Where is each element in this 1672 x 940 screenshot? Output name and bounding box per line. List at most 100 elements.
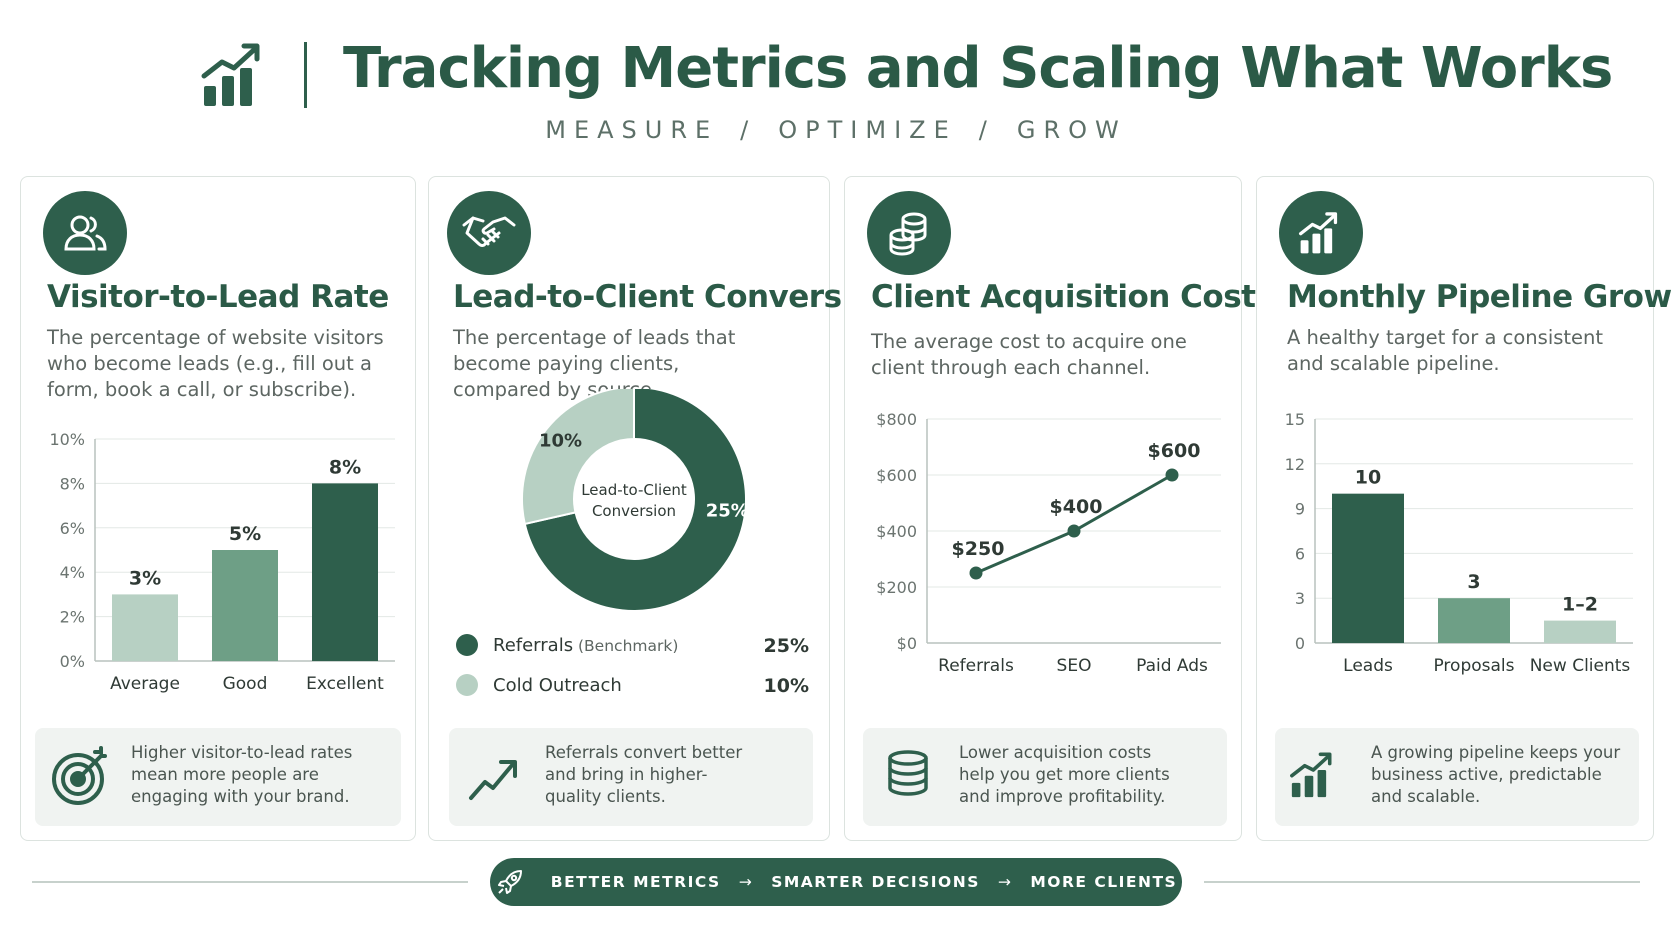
slice-label: 10% bbox=[539, 430, 582, 451]
card-pipeline-growth: Monthly Pipeline Growth A healthy target… bbox=[1256, 176, 1672, 841]
data-label: 8% bbox=[329, 456, 361, 478]
rocket-icon bbox=[497, 870, 522, 894]
title-divider bbox=[304, 42, 307, 108]
y-tick-label: 0% bbox=[60, 652, 85, 671]
y-tick-label: 8% bbox=[60, 474, 85, 493]
trend-up-icon bbox=[469, 760, 517, 800]
legend-swatch bbox=[456, 674, 478, 696]
data-point bbox=[1165, 468, 1179, 482]
coins-stack-icon bbox=[888, 750, 928, 796]
card-icon-circle bbox=[1279, 191, 1363, 275]
footer-step-decisions: SMARTER DECISIONS bbox=[771, 873, 980, 891]
handshake-icon bbox=[462, 216, 516, 247]
series-line bbox=[975, 473, 1173, 575]
y-tick-label: 3 bbox=[1295, 589, 1305, 608]
y-tick-label: 12 bbox=[1285, 455, 1305, 474]
bar bbox=[1544, 620, 1616, 643]
card-icon-circle bbox=[43, 191, 127, 275]
data-label: $600 bbox=[1148, 440, 1201, 462]
card-title: Monthly Pipeline Growth bbox=[1287, 279, 1672, 315]
x-tick-label: Paid Ads bbox=[1136, 656, 1208, 676]
card-title: Visitor-to-Lead Rate bbox=[47, 279, 389, 315]
data-label: 3% bbox=[129, 567, 161, 589]
data-point bbox=[1067, 524, 1081, 538]
x-tick-label: Excellent bbox=[306, 674, 384, 694]
y-tick-label: $400 bbox=[876, 522, 917, 541]
footer-arrow: → bbox=[738, 873, 754, 891]
tagline-grow: GROW bbox=[1016, 116, 1127, 144]
x-tick-label: SEO bbox=[1057, 656, 1092, 676]
data-label: $250 bbox=[952, 538, 1005, 560]
chart-acquisition-cost-line: $0 $200 $400 $600 $800 Referrals SEO Paid Ads $2… bbox=[876, 410, 1221, 676]
data-label: $400 bbox=[1050, 496, 1103, 518]
callout-box: Higher visitor-to-lead rates mean more p… bbox=[35, 728, 401, 826]
data-label: 1–2 bbox=[1562, 594, 1598, 616]
bar bbox=[212, 550, 278, 661]
users-icon bbox=[64, 215, 107, 251]
callout-box: A growing pipeline keeps your business a… bbox=[1275, 728, 1639, 826]
data-label: 5% bbox=[229, 523, 261, 545]
callout-box: Lower acquisition costs help you get mor… bbox=[863, 728, 1227, 826]
data-point bbox=[969, 566, 983, 580]
footer-line-left bbox=[32, 881, 468, 883]
card-title: Lead-to-Client Conversion bbox=[453, 279, 895, 315]
footer-line-right bbox=[1204, 881, 1640, 883]
page-tagline: MEASURE / OPTIMIZE / GROW bbox=[0, 116, 1672, 144]
callout-text: Higher visitor-to-lead rates mean more p… bbox=[131, 743, 353, 806]
y-tick-label: $200 bbox=[876, 578, 917, 597]
legend-note: (Benchmark) bbox=[573, 637, 678, 655]
chart-lead-to-client-pie: 25% 10% Lead-to-Client Conversion Referrals … bbox=[456, 389, 809, 697]
growth-chart-icon bbox=[1298, 212, 1338, 254]
y-tick-label: $800 bbox=[876, 410, 917, 429]
card-lead-to-client: Lead-to-Client Conversion The percentage… bbox=[428, 176, 895, 841]
y-tick-label: 0 bbox=[1295, 634, 1305, 653]
y-tick-label: 4% bbox=[60, 563, 85, 582]
y-tick-label: $600 bbox=[876, 466, 917, 485]
footer-step-metrics: BETTER METRICS bbox=[550, 873, 721, 891]
y-tick-label: 15 bbox=[1285, 410, 1305, 429]
footer-banner: BETTER METRICS → SMARTER DECISIONS → MOR… bbox=[0, 858, 1672, 906]
tagline-separator: / bbox=[740, 116, 757, 144]
growth-chart-icon bbox=[201, 43, 260, 106]
x-tick-label: Proposals bbox=[1433, 656, 1514, 676]
chart-visitor-to-lead-bars: 0% 2% 4% 6% 8% 10% Average 3% Good 5% Excellent 8% bbox=[49, 430, 395, 694]
footer-arrow: → bbox=[997, 873, 1013, 891]
card-title: Client Acquisition Cost bbox=[871, 279, 1256, 315]
legend-value: 25% bbox=[764, 635, 809, 657]
x-tick-label: Good bbox=[223, 674, 268, 694]
center-label: Conversion bbox=[592, 502, 676, 520]
card-icon-circle bbox=[867, 191, 951, 275]
card-description: A healthy target for a consistent and sc… bbox=[1287, 326, 1604, 375]
callout-text: Lower acquisition costs help you get mor… bbox=[959, 743, 1170, 806]
card-description: The average cost to acquire one client t… bbox=[871, 330, 1187, 379]
x-tick-label: New Clients bbox=[1530, 656, 1631, 676]
card-icon-circle bbox=[447, 191, 531, 275]
callout-text: Referrals convert better and bring in hi… bbox=[545, 743, 743, 806]
y-tick-label: 10% bbox=[49, 430, 85, 449]
bar bbox=[112, 594, 178, 661]
callout-text: A growing pipeline keeps your business a… bbox=[1371, 743, 1621, 806]
footer-pill: BETTER METRICS → SMARTER DECISIONS → MOR… bbox=[490, 858, 1182, 906]
legend-label: Cold Outreach bbox=[493, 675, 622, 696]
legend-label: Referrals (Benchmark) bbox=[493, 635, 678, 656]
page-title: Tracking Metrics and Scaling What Works bbox=[343, 36, 1613, 101]
callout-box: Referrals convert better and bring in hi… bbox=[449, 728, 813, 826]
legend-value: 10% bbox=[764, 675, 809, 697]
growth-chart-icon bbox=[1290, 752, 1332, 798]
pie-slice bbox=[521, 389, 635, 526]
y-tick-label: 2% bbox=[60, 608, 85, 627]
x-tick-label: Leads bbox=[1343, 656, 1393, 676]
footer-step-clients: MORE CLIENTS bbox=[1030, 873, 1178, 891]
data-label: 3 bbox=[1467, 571, 1480, 593]
y-tick-label: 6% bbox=[60, 519, 85, 538]
y-tick-label: 6 bbox=[1295, 544, 1305, 563]
tagline-measure: MEASURE bbox=[545, 116, 719, 144]
legend-swatch bbox=[456, 634, 478, 656]
coins-icon bbox=[889, 212, 927, 256]
x-tick-label: Referrals bbox=[938, 656, 1014, 676]
card-visitor-to-lead: Visitor-to-Lead Rate The percentage of w… bbox=[20, 176, 416, 841]
y-tick-label: 9 bbox=[1295, 500, 1305, 519]
y-tick-label: $0 bbox=[897, 634, 917, 653]
pie-slice bbox=[523, 389, 747, 612]
bar bbox=[312, 483, 378, 661]
